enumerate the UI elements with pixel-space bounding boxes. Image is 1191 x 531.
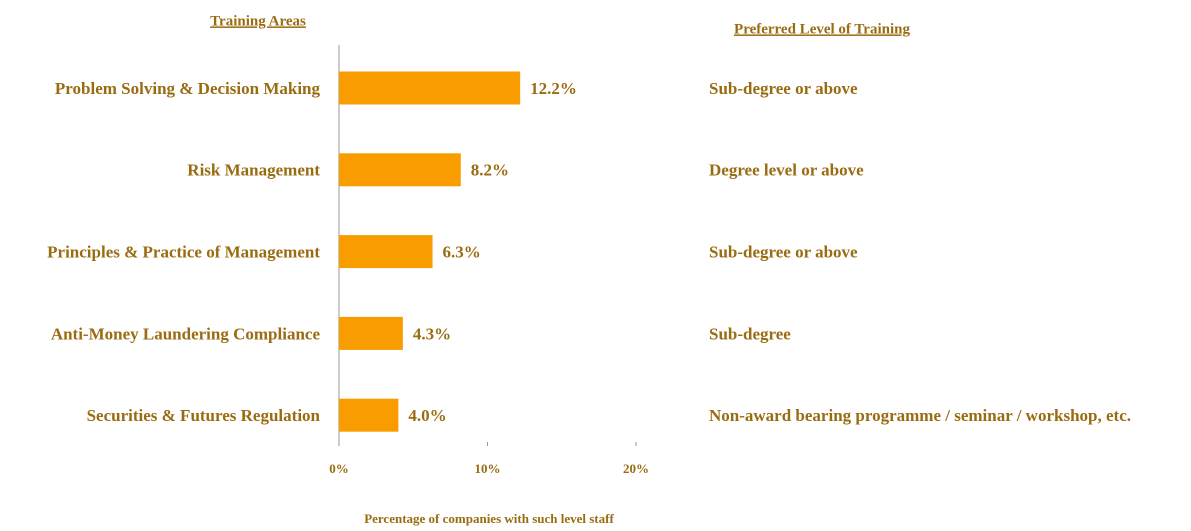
preferred-level: Sub-degree or above (709, 243, 858, 262)
value-label: 12.2% (530, 79, 577, 98)
preferred-level: Degree level or above (709, 161, 864, 180)
preferred-level: Non-award bearing programme / seminar / … (709, 406, 1131, 425)
category-label: Problem Solving & Decision Making (55, 79, 321, 98)
category-label: Risk Management (187, 161, 320, 180)
bar (339, 398, 399, 432)
bar (339, 316, 403, 350)
category-label: Anti-Money Laundering Compliance (51, 324, 321, 343)
x-tick-label: 20% (623, 461, 649, 476)
bar (339, 71, 521, 105)
value-label: 6.3% (443, 243, 481, 262)
value-label: 4.3% (413, 324, 451, 343)
bar (339, 235, 433, 269)
right-header: Preferred Level of Training (734, 21, 910, 37)
value-label: 4.0% (408, 406, 446, 425)
x-tick-label: 10% (475, 461, 501, 476)
bar (339, 153, 461, 187)
x-tick-label: 0% (329, 461, 349, 476)
value-label: 8.2% (471, 161, 509, 180)
preferred-level: Sub-degree or above (709, 79, 858, 98)
x-axis-label: Percentage of companies with such level … (364, 511, 614, 526)
category-label: Securities & Futures Regulation (87, 406, 321, 425)
preferred-level: Sub-degree (709, 324, 791, 343)
left-header: Training Areas (210, 13, 306, 29)
category-label: Principles & Practice of Management (47, 243, 320, 262)
